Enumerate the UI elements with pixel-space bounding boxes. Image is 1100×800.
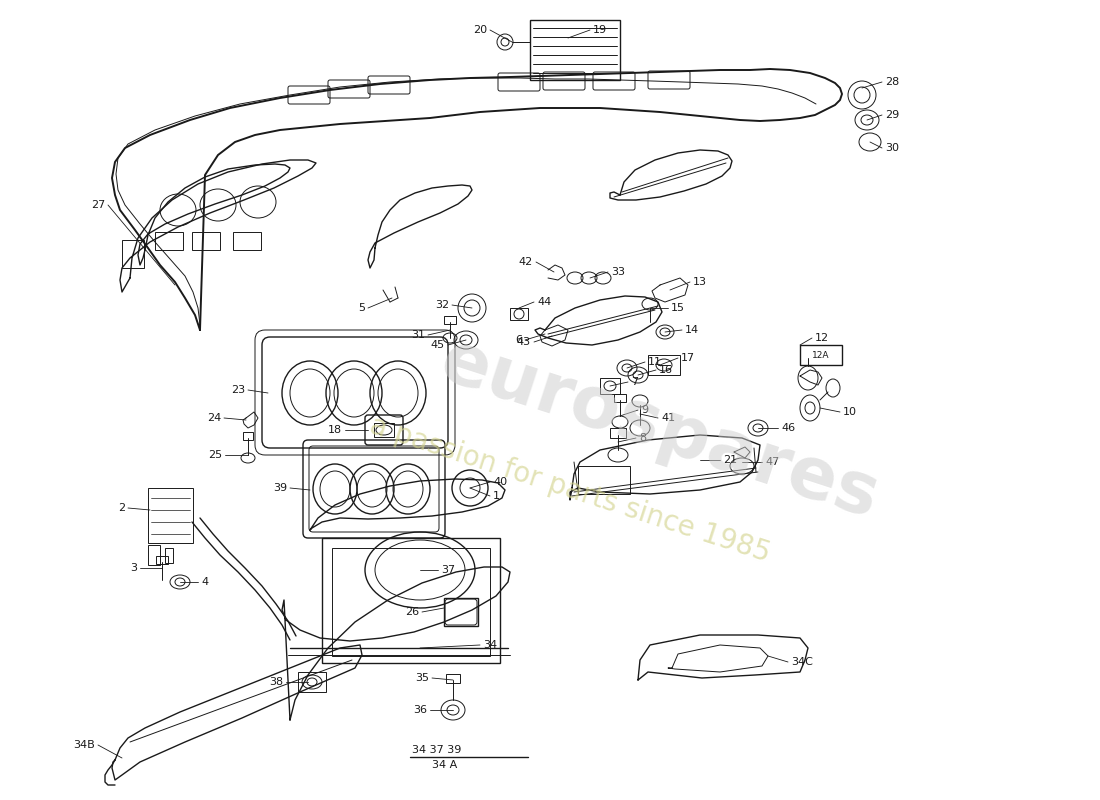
Bar (446, 674, 460, 683)
Bar (332, 548, 490, 656)
Bar (614, 394, 626, 402)
Text: 7: 7 (631, 377, 638, 387)
Text: 5: 5 (358, 303, 365, 313)
Text: 29: 29 (886, 110, 900, 120)
Bar (298, 672, 326, 692)
Text: 3: 3 (130, 563, 138, 573)
Text: 45: 45 (431, 340, 446, 350)
Text: 36: 36 (412, 705, 427, 715)
Text: 28: 28 (886, 77, 900, 87)
Text: 37: 37 (441, 565, 455, 575)
Text: 11: 11 (648, 357, 662, 367)
Bar (444, 316, 456, 324)
Text: 32: 32 (434, 300, 449, 310)
Text: 2: 2 (118, 503, 125, 513)
Text: 21: 21 (723, 455, 737, 465)
Text: 23: 23 (231, 385, 245, 395)
Text: 46: 46 (781, 423, 795, 433)
Text: 12A: 12A (812, 350, 829, 359)
Text: 14: 14 (685, 325, 700, 335)
Text: 40: 40 (493, 477, 507, 487)
Text: 34: 34 (483, 640, 497, 650)
Text: 26: 26 (405, 607, 419, 617)
Text: 20: 20 (473, 25, 487, 35)
Text: 33: 33 (610, 267, 625, 277)
Text: 39: 39 (273, 483, 287, 493)
Bar (610, 428, 626, 438)
Text: 18: 18 (328, 425, 342, 435)
Text: 43: 43 (517, 337, 531, 347)
Bar (648, 355, 680, 375)
Bar (165, 548, 173, 563)
Text: 34 A: 34 A (432, 760, 458, 770)
Text: 8: 8 (639, 433, 646, 443)
Bar (578, 466, 630, 494)
Text: 12: 12 (815, 333, 829, 343)
Text: 16: 16 (659, 365, 673, 375)
Bar (155, 232, 183, 250)
Bar (510, 308, 528, 320)
Bar (148, 545, 159, 565)
Text: 30: 30 (886, 143, 899, 153)
Bar (192, 232, 220, 250)
Bar (322, 538, 500, 663)
Bar (122, 240, 144, 268)
Text: 25: 25 (208, 450, 222, 460)
Text: 34B: 34B (74, 740, 95, 750)
Text: 42: 42 (519, 257, 534, 267)
Text: 4: 4 (201, 577, 208, 587)
Text: 15: 15 (671, 303, 685, 313)
Text: 9: 9 (641, 405, 648, 415)
Text: 44: 44 (537, 297, 551, 307)
Text: 31: 31 (411, 330, 425, 340)
Text: 47: 47 (764, 457, 779, 467)
Text: 38: 38 (268, 677, 283, 687)
Text: 10: 10 (843, 407, 857, 417)
Text: 6: 6 (515, 335, 522, 345)
Text: 13: 13 (693, 277, 707, 287)
Bar (530, 20, 620, 80)
Bar (148, 488, 192, 543)
Text: eurospares: eurospares (432, 326, 888, 534)
Bar (374, 423, 394, 437)
Bar (243, 432, 253, 440)
Text: 41: 41 (661, 413, 675, 423)
Text: 17: 17 (681, 353, 695, 363)
Bar (600, 378, 620, 394)
Bar (800, 345, 842, 365)
Text: 34 37 39: 34 37 39 (412, 745, 461, 755)
Text: 24: 24 (207, 413, 221, 423)
Bar (233, 232, 261, 250)
Text: 35: 35 (415, 673, 429, 683)
Text: a passion for parts since 1985: a passion for parts since 1985 (366, 412, 774, 568)
Text: 1: 1 (493, 491, 500, 501)
Bar (156, 556, 168, 564)
Text: 27: 27 (90, 200, 104, 210)
Text: 19: 19 (593, 25, 607, 35)
Text: 34C: 34C (791, 657, 813, 667)
Bar (444, 598, 478, 626)
